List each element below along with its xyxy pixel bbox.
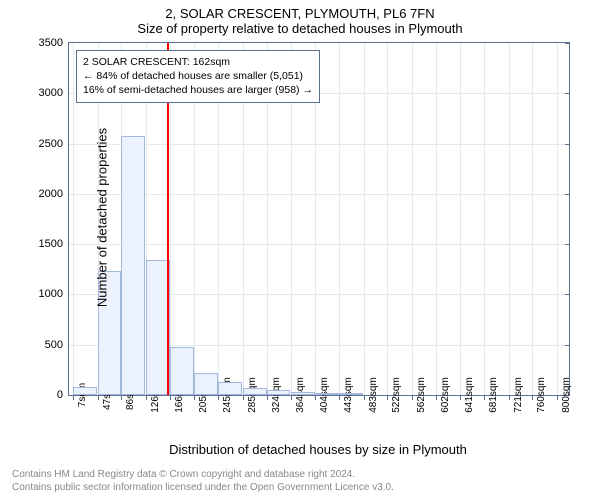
- gridline-v: [509, 43, 510, 395]
- y-tick-mark: [565, 244, 570, 245]
- y-tick-mark: [565, 93, 570, 94]
- y-tick-label: 500: [45, 339, 69, 351]
- gridline-v: [532, 43, 533, 395]
- y-tick-label: 3000: [39, 87, 69, 99]
- x-tick-label: 443sqm: [339, 377, 354, 413]
- x-tick-label: 721sqm: [509, 377, 524, 413]
- histogram-bar: [194, 373, 218, 395]
- title-address: 2, SOLAR CRESCENT, PLYMOUTH, PL6 7FN: [0, 0, 600, 21]
- y-tick-mark: [565, 144, 570, 145]
- y-tick-label: 0: [57, 389, 69, 401]
- credits-line-1: Contains HM Land Registry data © Crown c…: [12, 468, 394, 481]
- credits-line-2: Contains public sector information licen…: [12, 481, 394, 494]
- x-tick-label: 562sqm: [412, 377, 427, 413]
- y-tick-label: 2500: [39, 138, 69, 150]
- x-tick-label: 404sqm: [315, 377, 330, 413]
- gridline-v: [364, 43, 365, 395]
- gridline-v: [484, 43, 485, 395]
- annotation-box: 2 SOLAR CRESCENT: 162sqm ← 84% of detach…: [76, 50, 320, 103]
- histogram-bar: [267, 390, 291, 395]
- histogram-bar: [121, 136, 145, 395]
- x-tick-label: 760sqm: [532, 377, 547, 413]
- x-tick-label: 324sqm: [267, 377, 282, 413]
- gridline-v: [387, 43, 388, 395]
- x-tick-label: 641sqm: [460, 377, 475, 413]
- title-subtitle: Size of property relative to detached ho…: [0, 21, 600, 36]
- histogram-bar: [73, 387, 97, 395]
- gridline-v: [412, 43, 413, 395]
- histogram-bar: [243, 388, 267, 395]
- histogram-bar: [291, 392, 315, 395]
- gridline-v: [557, 43, 558, 395]
- histogram-bar: [315, 393, 339, 395]
- x-tick-label: 800sqm: [557, 377, 572, 413]
- histogram-bar: [218, 382, 242, 395]
- y-tick-label: 3500: [39, 37, 69, 49]
- y-tick-mark: [565, 345, 570, 346]
- x-tick-label: 602sqm: [436, 377, 451, 413]
- y-tick-mark: [565, 43, 570, 44]
- y-tick-mark: [565, 294, 570, 295]
- x-tick-label: 681sqm: [484, 377, 499, 413]
- y-tick-label: 1500: [39, 238, 69, 250]
- annotation-line-1: 2 SOLAR CRESCENT: 162sqm: [83, 55, 313, 69]
- y-tick-label: 1000: [39, 288, 69, 300]
- y-axis-label: Number of detached properties: [95, 128, 110, 308]
- x-tick-label: 364sqm: [291, 377, 306, 413]
- gridline-v: [73, 43, 74, 395]
- x-tick-label: 285sqm: [243, 377, 258, 413]
- y-tick-mark: [565, 194, 570, 195]
- annotation-line-2: ← 84% of detached houses are smaller (5,…: [83, 69, 313, 83]
- gridline-v: [460, 43, 461, 395]
- histogram-bar: [170, 347, 194, 395]
- x-tick-label: 483sqm: [364, 377, 379, 413]
- y-tick-label: 2000: [39, 188, 69, 200]
- credits: Contains HM Land Registry data © Crown c…: [12, 468, 394, 494]
- histogram-bar: [339, 393, 363, 395]
- x-axis-label: Distribution of detached houses by size …: [68, 442, 568, 457]
- x-tick-label: 522sqm: [387, 377, 402, 413]
- gridline-v: [436, 43, 437, 395]
- annotation-line-3: 16% of semi-detached houses are larger (…: [83, 83, 313, 97]
- gridline-v: [339, 43, 340, 395]
